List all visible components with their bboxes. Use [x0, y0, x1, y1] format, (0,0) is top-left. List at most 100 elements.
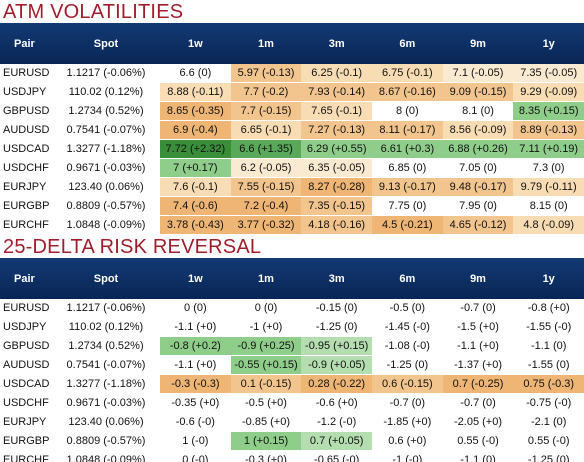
value-cell: -1.25 (0)	[513, 451, 584, 462]
table-row: AUDUSD 0.7541 (-0.07%) 6.9 (-0.4) 6.65 (-0.…	[0, 121, 584, 140]
pair-cell: EURUSD	[3, 67, 50, 79]
pair-cell: USDCAD	[3, 378, 50, 390]
value-cell: 7.55 (-0.15)	[230, 178, 302, 196]
col-header-spot: Spot	[93, 37, 119, 50]
col-header-spot: Spot	[93, 272, 119, 285]
value-cell: 0.6 (-0.15)	[372, 375, 443, 393]
spot-cell: 123.40 (0.06%)	[68, 181, 144, 193]
value-cell: 7.93 (-0.14)	[301, 83, 373, 101]
value-cell: -1.1 (0)	[442, 451, 514, 462]
table-row: EURGBP 0.8809 (-0.57%) 7.4 (-0.6) 7.2 (-0.4…	[0, 197, 584, 216]
value-cell: 6.6 (+1.35)	[230, 140, 302, 158]
table-row: EURCHF 1.0848 (-0.09%) 3.78 (-0.43) 3.77 (-…	[0, 216, 584, 235]
table-row: EURJPY 123.40 (0.06%) 7.6 (-0.1) 7.55 (-0.1…	[0, 178, 584, 197]
col-header-pair: Pair	[14, 37, 35, 50]
col-header-6m: 6m	[399, 272, 416, 285]
value-cell: 9.48 (-0.17)	[442, 178, 514, 196]
pair-cell: EURJPY	[3, 181, 47, 193]
col-header-3m: 3m	[328, 37, 345, 50]
value-cell: -1.85 (+0)	[372, 413, 443, 431]
col-header-3m: 3m	[328, 272, 345, 285]
value-cell: 5.97 (-0.13)	[230, 64, 302, 82]
value-cell: -1.08 (-0)	[372, 337, 443, 355]
value-cell: -1.37 (+0)	[442, 356, 514, 374]
value-cell: -0.15 (0)	[301, 299, 373, 317]
value-cell: 9.29 (-0.09)	[513, 83, 584, 101]
value-cell: 7.27 (-0.13)	[301, 121, 373, 139]
value-cell: 8.35 (+0.15)	[513, 102, 584, 120]
atm-header-row: Pair Spot 1w 1m 3m 6m 9m 1y	[0, 23, 584, 64]
value-cell: 8.88 (-0.11)	[160, 83, 231, 101]
spot-cell: 0.8809 (-0.57%)	[66, 435, 146, 447]
col-header-1m: 1m	[258, 272, 274, 285]
table-row: GBPUSD 1.2734 (0.52%) -0.8 (+0.2) -0.9 (+0.…	[0, 337, 584, 356]
value-cell: 0.55 (-0)	[513, 432, 584, 450]
value-cell: 7.4 (-0.6)	[160, 197, 231, 215]
spot-cell: 110.02 (0.12%)	[68, 86, 144, 98]
pair-cell: USDCHF	[3, 162, 49, 174]
value-cell: 0.75 (-0.3)	[513, 375, 584, 393]
value-cell: 7.75 (0)	[372, 197, 443, 215]
pair-cell: GBPUSD	[3, 340, 50, 352]
pair-cell: EURCHF	[3, 454, 49, 462]
spot-cell: 1.3277 (-1.18%)	[66, 378, 146, 390]
value-cell: -0.5 (+0)	[230, 394, 302, 412]
value-cell: 6.85 (0)	[372, 159, 443, 177]
value-cell: 7.72 (+2.32)	[160, 140, 231, 158]
value-cell: 0 (-0)	[160, 451, 231, 462]
value-cell: -0.5 (0)	[372, 299, 443, 317]
value-cell: 8.56 (-0.09)	[442, 121, 514, 139]
value-cell: 6.75 (-0.1)	[372, 64, 443, 82]
value-cell: -2.05 (+0)	[442, 413, 514, 431]
value-cell: -0.55 (+0.15)	[230, 356, 302, 374]
atm-table-body: EURUSD 1.1217 (-0.06%) 6.6 (0) 5.97 (-0.13)…	[0, 64, 584, 235]
value-cell: -1.1 (+0)	[442, 337, 514, 355]
table-row: EURUSD 1.1217 (-0.06%) 6.6 (0) 5.97 (-0.13)…	[0, 64, 584, 83]
value-cell: 0.7 (+0.05)	[301, 432, 373, 450]
spot-cell: 123.40 (0.06%)	[68, 416, 144, 428]
pair-cell: USDCAD	[3, 143, 50, 155]
value-cell: 8.89 (-0.13)	[513, 121, 584, 139]
value-cell: 4.65 (-0.12)	[442, 216, 514, 234]
value-cell: 1 (+0.15)	[230, 432, 302, 450]
value-cell: 7.05 (0)	[442, 159, 514, 177]
value-cell: -1.25 (0)	[301, 318, 373, 336]
value-cell: 6.9 (-0.4)	[160, 121, 231, 139]
value-cell: 7.35 (-0.15)	[301, 197, 373, 215]
table-row: AUDUSD 0.7541 (-0.07%) -1.1 (+0) -0.55 (+0.…	[0, 356, 584, 375]
value-cell: 6.2 (-0.05)	[230, 159, 302, 177]
value-cell: 7 (+0.17)	[160, 159, 231, 177]
value-cell: -1.45 (-0)	[372, 318, 443, 336]
value-cell: 7.11 (+0.19)	[513, 140, 584, 158]
value-cell: -0.85 (+0)	[230, 413, 302, 431]
value-cell: 7.2 (-0.4)	[230, 197, 302, 215]
col-header-9m: 9m	[470, 272, 486, 285]
value-cell: 3.77 (-0.32)	[230, 216, 302, 234]
value-cell: 8.67 (-0.16)	[372, 83, 443, 101]
spot-cell: 0.8809 (-0.57%)	[66, 200, 146, 212]
table-row: EURCHF 1.0848 (-0.09%) 0 (-0) -0.3 (+0) -0.6…	[0, 451, 584, 462]
value-cell: 7.7 (-0.2)	[230, 83, 302, 101]
value-cell: 0 (0)	[230, 299, 302, 317]
value-cell: 7.95 (0)	[442, 197, 514, 215]
value-cell: 6.6 (0)	[160, 64, 231, 82]
value-cell: 1 (-0)	[160, 432, 231, 450]
col-header-1m: 1m	[258, 37, 274, 50]
spot-cell: 1.1217 (-0.06%)	[66, 302, 146, 314]
value-cell: -1 (-0)	[372, 451, 443, 462]
value-cell: 9.13 (-0.17)	[372, 178, 443, 196]
value-cell: 4.5 (-0.21)	[372, 216, 443, 234]
value-cell: 9.09 (-0.15)	[442, 83, 514, 101]
value-cell: -1.2 (-0)	[301, 413, 373, 431]
value-cell: -0.7 (0)	[442, 299, 514, 317]
value-cell: -0.6 (-0)	[160, 413, 231, 431]
spot-cell: 0.9671 (-0.03%)	[66, 397, 146, 409]
value-cell: 6.65 (-0.1)	[230, 121, 302, 139]
value-cell: -2.1 (0)	[513, 413, 584, 431]
pair-cell: AUDUSD	[3, 124, 50, 136]
value-cell: -0.7 (0)	[442, 394, 514, 412]
value-cell: 6.29 (+0.55)	[301, 140, 373, 158]
value-cell: 0.28 (-0.22)	[301, 375, 373, 393]
value-cell: 0.55 (-0)	[442, 432, 514, 450]
value-cell: 7.1 (-0.05)	[442, 64, 514, 82]
